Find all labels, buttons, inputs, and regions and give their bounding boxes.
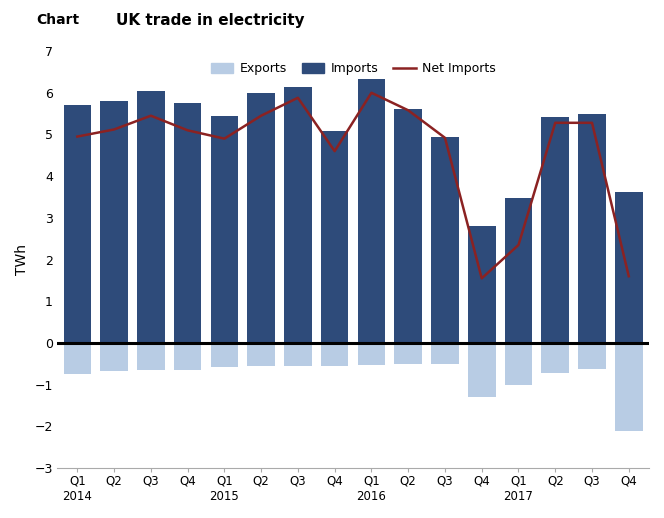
- Bar: [100, 343, 128, 371]
- Bar: [431, 137, 459, 343]
- Bar: [137, 91, 165, 343]
- Bar: [505, 198, 533, 343]
- Bar: [248, 93, 275, 343]
- Bar: [284, 343, 311, 366]
- Bar: [394, 343, 422, 364]
- Bar: [64, 343, 91, 374]
- Bar: [468, 343, 495, 397]
- Bar: [578, 343, 606, 369]
- Text: UK trade in electricity: UK trade in electricity: [116, 13, 305, 28]
- Bar: [468, 226, 495, 343]
- Bar: [615, 192, 643, 343]
- Text: Chart: Chart: [37, 13, 80, 27]
- Bar: [541, 343, 569, 373]
- Bar: [64, 105, 91, 343]
- Bar: [321, 131, 349, 343]
- Bar: [578, 114, 606, 343]
- Bar: [394, 109, 422, 343]
- Bar: [431, 343, 459, 364]
- Y-axis label: TWh: TWh: [15, 244, 29, 275]
- Bar: [210, 343, 238, 367]
- Bar: [321, 343, 349, 366]
- Bar: [284, 87, 311, 343]
- Bar: [137, 343, 165, 370]
- Bar: [358, 343, 385, 365]
- Bar: [358, 79, 385, 343]
- Bar: [615, 343, 643, 430]
- Bar: [174, 343, 201, 370]
- Bar: [248, 343, 275, 366]
- Bar: [210, 116, 238, 343]
- Bar: [505, 343, 533, 385]
- Legend: Exports, Imports, Net Imports: Exports, Imports, Net Imports: [206, 57, 501, 80]
- Bar: [174, 103, 201, 343]
- Bar: [541, 117, 569, 343]
- Bar: [100, 101, 128, 343]
